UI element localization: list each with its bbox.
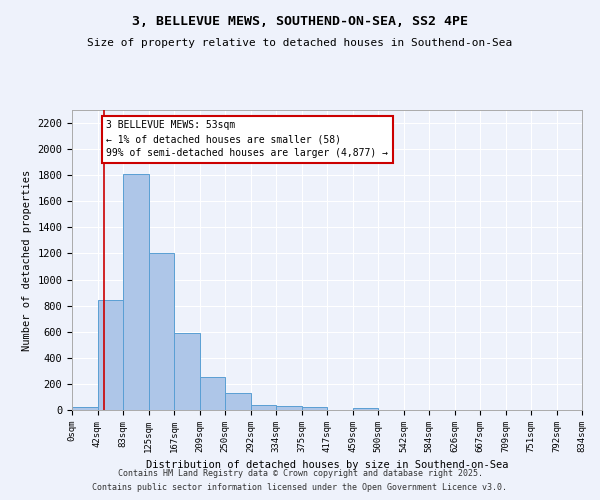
Text: Contains public sector information licensed under the Open Government Licence v3: Contains public sector information licen…: [92, 484, 508, 492]
Bar: [302, 408, 327, 410]
Text: 3, BELLEVUE MEWS, SOUTHEND-ON-SEA, SS2 4PE: 3, BELLEVUE MEWS, SOUTHEND-ON-SEA, SS2 4…: [132, 15, 468, 28]
Text: Contains HM Land Registry data © Crown copyright and database right 2025.: Contains HM Land Registry data © Crown c…: [118, 468, 482, 477]
Bar: [149, 254, 174, 410]
X-axis label: Distribution of detached houses by size in Southend-on-Sea: Distribution of detached houses by size …: [146, 460, 508, 470]
Bar: [97, 300, 123, 410]
Bar: [225, 393, 251, 410]
Text: Size of property relative to detached houses in Southend-on-Sea: Size of property relative to detached ho…: [88, 38, 512, 48]
Bar: [251, 404, 276, 410]
Bar: [353, 408, 378, 410]
Bar: [123, 174, 149, 410]
Bar: [174, 333, 199, 410]
Bar: [199, 376, 225, 410]
Bar: [276, 406, 302, 410]
Bar: [72, 406, 97, 410]
Text: 3 BELLEVUE MEWS: 53sqm
← 1% of detached houses are smaller (58)
99% of semi-deta: 3 BELLEVUE MEWS: 53sqm ← 1% of detached …: [106, 120, 388, 158]
Y-axis label: Number of detached properties: Number of detached properties: [22, 170, 32, 350]
